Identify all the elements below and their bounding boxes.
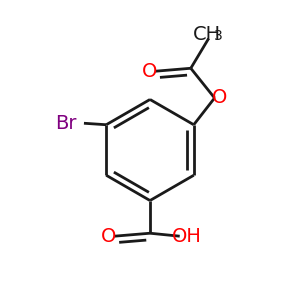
Text: CH: CH <box>193 25 221 44</box>
Text: Br: Br <box>56 114 77 133</box>
Text: O: O <box>212 88 228 107</box>
Text: O: O <box>142 62 158 81</box>
Text: OH: OH <box>172 227 202 246</box>
Text: 3: 3 <box>214 29 223 44</box>
Text: O: O <box>101 227 117 246</box>
